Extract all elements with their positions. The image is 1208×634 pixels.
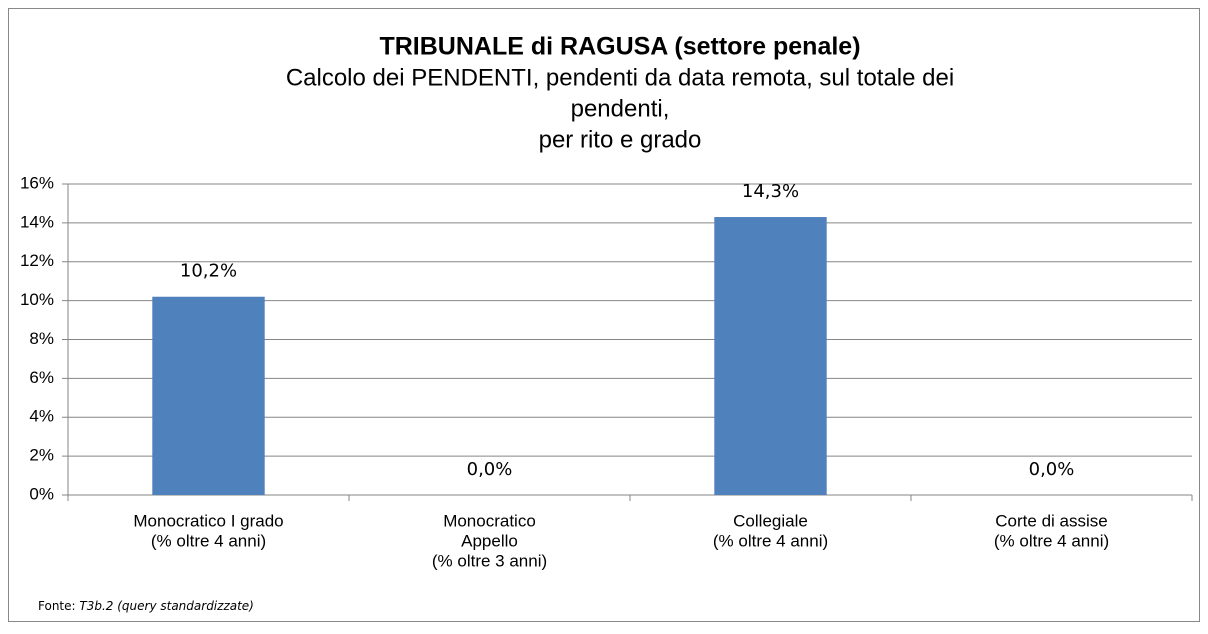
source-note: Fonte: T3b.2 (query standardizzate) (38, 599, 254, 613)
data-label: 14,3% (742, 181, 799, 202)
data-label: 0,0% (467, 459, 513, 480)
chart-title: TRIBUNALE di RAGUSA (settore penale) (379, 33, 860, 61)
bar (152, 296, 265, 495)
y-tick-label: 6% (29, 368, 54, 387)
chart-subtitle: per rito e grado (539, 126, 702, 153)
y-tick-label: 2% (29, 446, 54, 465)
source-text: T3b.2 (query standardizzate) (79, 599, 253, 613)
y-tick-label: 12% (20, 251, 54, 270)
data-label: 10,2% (180, 261, 237, 282)
x-tick-label: Monocratico I grado (133, 511, 283, 530)
y-tick-label: 4% (29, 407, 54, 426)
x-tick-label: Monocratico (443, 511, 536, 530)
data-label: 0,0% (1029, 459, 1075, 480)
x-tick-label: (% oltre 4 anni) (713, 531, 828, 550)
y-tick-label: 0% (29, 484, 54, 503)
x-tick-label: (% oltre 3 anni) (432, 551, 547, 570)
y-tick-label: 8% (29, 329, 54, 348)
x-tick-label: (% oltre 4 anni) (151, 531, 266, 550)
bar (714, 217, 827, 495)
y-tick-label: 16% (20, 173, 54, 192)
chart-subtitle: pendenti, (571, 95, 670, 122)
x-tick-label: Appello (461, 531, 518, 550)
source-prefix: Fonte: (38, 599, 76, 613)
y-tick-label: 10% (20, 290, 54, 309)
chart-subtitle: Calcolo dei PENDENTI, pendenti da data r… (286, 64, 954, 91)
x-tick-label: (% oltre 4 anni) (994, 531, 1109, 550)
y-tick-label: 14% (20, 212, 54, 231)
x-tick-label: Collegiale (733, 511, 808, 530)
x-tick-label: Corte di assise (995, 511, 1107, 530)
